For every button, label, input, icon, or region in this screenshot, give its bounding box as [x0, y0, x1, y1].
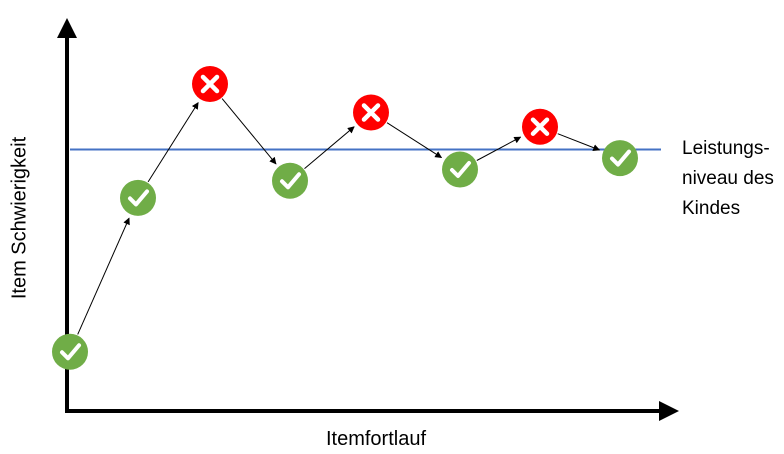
ability-level-label: Leistungs- niveau des Kindes: [682, 134, 774, 224]
correct-item-circle: [442, 151, 478, 188]
checkmark-icon: [60, 343, 81, 361]
transition-arrow: [304, 126, 355, 169]
correct-item-marker: [272, 162, 308, 199]
transition-arrow: [221, 98, 277, 165]
checkmark-icon: [450, 161, 471, 178]
correct-item-circle: [52, 333, 88, 370]
ability-level-label-line: Kindes: [682, 198, 741, 219]
cross-icon: [200, 74, 220, 94]
checkmark-icon: [128, 189, 149, 207]
transition-arrow: [147, 102, 199, 183]
transition-arrow: [557, 133, 601, 151]
cross-icon: [361, 103, 381, 122]
x-axis-title: Itemfortlauf: [325, 428, 427, 450]
transition-arrow: [77, 217, 130, 335]
incorrect-item-marker: [192, 66, 228, 102]
ability-level-label-line: Leistungs-: [682, 138, 770, 159]
correct-item-circle: [120, 179, 156, 216]
item-markers: [52, 66, 638, 370]
correct-item-marker: [120, 179, 156, 216]
incorrect-item-marker: [522, 108, 558, 145]
transition-arrow: [476, 136, 522, 161]
transition-arrow: [386, 122, 443, 159]
y-axis-title: Item Schwierigkeit: [8, 136, 31, 300]
correct-item-marker: [602, 140, 638, 177]
checkmark-icon: [280, 172, 301, 190]
cross-icon: [530, 117, 550, 136]
correct-item-circle: [602, 140, 638, 177]
correct-item-marker: [52, 333, 88, 370]
incorrect-item-marker: [353, 94, 389, 131]
ability-level-label-line: niveau des: [682, 168, 774, 189]
checkmark-icon: [610, 149, 631, 167]
correct-item-marker: [442, 151, 478, 188]
transition-arrows: [77, 98, 601, 335]
correct-item-circle: [272, 162, 308, 199]
